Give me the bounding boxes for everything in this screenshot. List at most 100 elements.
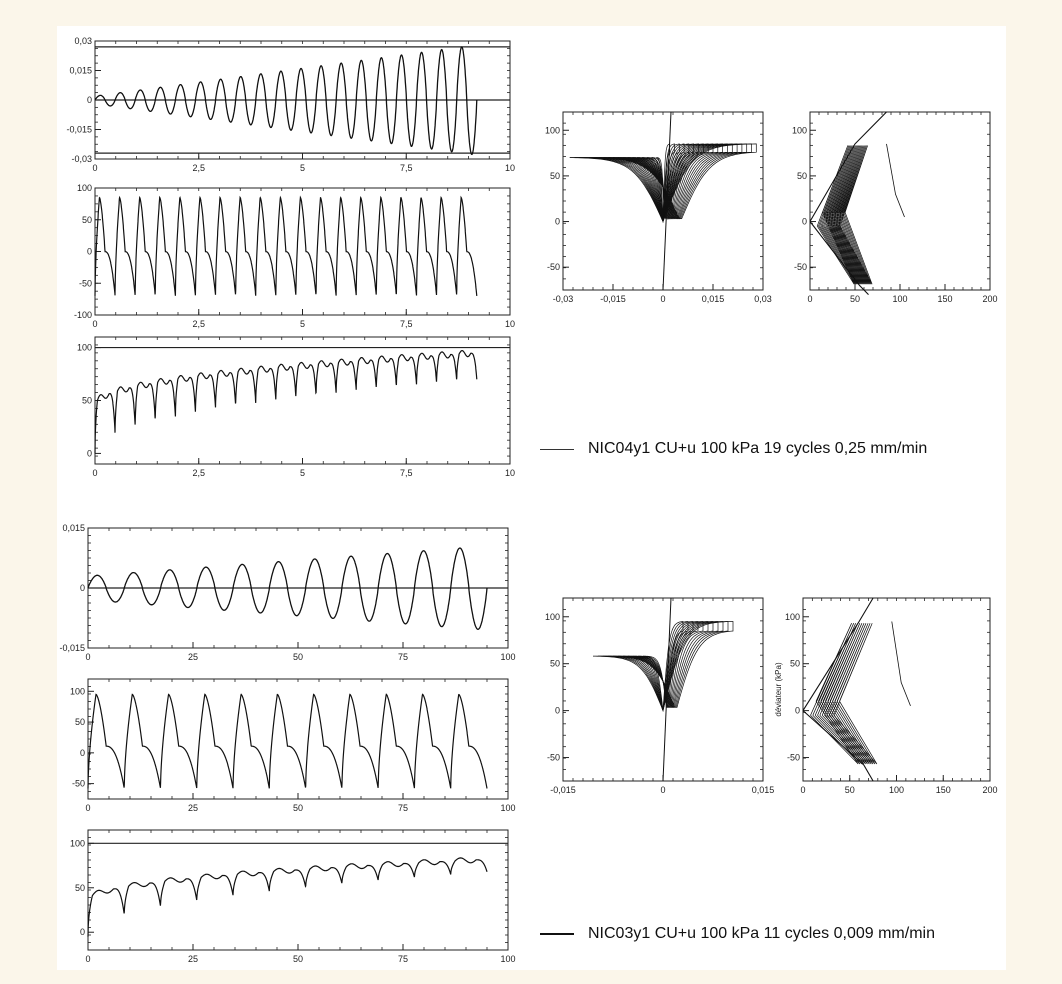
stress-series xyxy=(87,693,488,789)
x-tick-label: 0,015 xyxy=(702,294,725,304)
effective-stress-path xyxy=(810,623,859,765)
y-tick-label: 50 xyxy=(550,659,560,669)
effective-stress-path xyxy=(828,623,874,765)
y-tick-label: -0,03 xyxy=(71,154,92,164)
x-tick-label: 200 xyxy=(982,294,997,304)
x-tick-label: -0,015 xyxy=(600,294,626,304)
effective-stress-path xyxy=(838,145,872,285)
y-tick-label: -0,015 xyxy=(66,125,92,135)
x-tick-label: 50 xyxy=(293,652,303,662)
x-tick-label: 5 xyxy=(300,319,305,329)
effective-stress-path xyxy=(839,145,873,285)
chart-9: -0,015 0 0,015 -50 0 50 100 xyxy=(545,597,775,795)
y-tick-label: -0,015 xyxy=(59,643,85,653)
chart-5: 0 50 100 150 200 -50 0 50 100 xyxy=(792,111,998,304)
effective-stress-path xyxy=(824,145,861,285)
plot-frame xyxy=(87,678,509,800)
effective-stress-path xyxy=(835,145,870,285)
failure-envelope-lower xyxy=(809,221,869,295)
effective-stress-path xyxy=(828,145,864,285)
y-tick-label: -50 xyxy=(547,753,560,763)
y-tick-label: 0 xyxy=(795,706,800,716)
y-tick-label: 50 xyxy=(797,171,807,181)
y-tick-label: 50 xyxy=(550,171,560,181)
x-tick-label: -0,015 xyxy=(550,785,576,795)
y-tick-label: 0 xyxy=(555,217,560,227)
x-tick-label: 100 xyxy=(500,803,515,813)
stress-series xyxy=(94,195,478,296)
x-tick-label: 150 xyxy=(936,785,951,795)
effective-stress-path xyxy=(818,145,856,285)
hysteresis-loop xyxy=(613,621,714,711)
y-tick-label: 50 xyxy=(82,396,92,406)
effective-stress-path xyxy=(825,145,862,285)
hysteresis-loop xyxy=(574,143,752,223)
final-stress-path xyxy=(891,621,911,707)
x-tick-label: 7,5 xyxy=(400,319,413,329)
chart-2: 0 2,5 5 7,5 10 -100 -50 0 50 100 xyxy=(74,183,515,329)
legend-line-swatch-2 xyxy=(540,933,574,935)
x-tick-label: 200 xyxy=(982,785,997,795)
y-tick-label: 0 xyxy=(80,748,85,758)
y-tick-label: -100 xyxy=(74,310,92,320)
hysteresis-loop xyxy=(598,621,729,712)
x-tick-label: 0 xyxy=(85,954,90,964)
x-tick-label: 10 xyxy=(505,468,515,478)
x-tick-label: 0,015 xyxy=(752,785,775,795)
hysteresis-loop xyxy=(603,621,724,712)
effective-stress-path xyxy=(836,145,871,285)
x-tick-label: 100 xyxy=(892,294,907,304)
x-tick-label: 7,5 xyxy=(400,468,413,478)
legend-test-2: NIC03y1 CU+u 100 kPa 11 cycles 0,009 mm/… xyxy=(540,925,935,943)
y-tick-label: -50 xyxy=(72,779,85,789)
x-tick-label: 25 xyxy=(188,803,198,813)
y-tick-label: 100 xyxy=(77,183,92,193)
y-tick-label: 50 xyxy=(790,659,800,669)
y-tick-label: 100 xyxy=(792,125,807,135)
y-tick-label: 100 xyxy=(70,838,85,848)
pore-pressure-series xyxy=(87,857,488,937)
x-tick-label: 10 xyxy=(505,319,515,329)
hysteresis-loop xyxy=(588,143,738,223)
x-tick-label: 0 xyxy=(92,319,97,329)
x-tick-label: 75 xyxy=(398,954,408,964)
hysteresis-loop xyxy=(593,143,733,223)
effective-stress-path xyxy=(830,145,866,285)
x-tick-label: 25 xyxy=(188,652,198,662)
x-tick-label: 0,03 xyxy=(754,294,772,304)
legend-test-1: NIC04y1 CU+u 100 kPa 19 cycles 0,25 mm/m… xyxy=(540,440,927,458)
effective-stress-path xyxy=(824,623,870,765)
y-axis-label: déviateur (kPa) xyxy=(774,662,783,717)
plot-frame xyxy=(562,111,764,291)
x-tick-label: 0 xyxy=(660,294,665,304)
x-tick-label: 5 xyxy=(300,468,305,478)
y-tick-label: 50 xyxy=(82,215,92,225)
effective-stress-path xyxy=(820,145,858,285)
x-tick-label: 75 xyxy=(398,652,408,662)
hysteresis-loop xyxy=(603,143,723,223)
chart-10: 0 50 100 150 200 -50 0 50 100 déviateur (kPa) xyxy=(774,597,998,795)
y-tick-label: 100 xyxy=(545,612,560,622)
failure-envelope-upper xyxy=(809,111,887,222)
plot-frame xyxy=(94,336,511,465)
y-tick-label: -50 xyxy=(79,278,92,288)
effective-stress-path xyxy=(834,145,869,285)
legend-line-swatch-1 xyxy=(540,448,574,450)
failure-envelope-upper xyxy=(802,597,874,711)
effective-stress-path xyxy=(833,623,878,765)
hysteresis-loop xyxy=(598,143,728,223)
effective-stress-path xyxy=(831,145,867,285)
y-tick-label: 0,015 xyxy=(69,66,92,76)
effective-stress-path xyxy=(829,145,865,285)
effective-stress-path xyxy=(826,623,872,765)
y-tick-label: 0,03 xyxy=(74,36,92,46)
chart-8: 0 25 50 75 100 0 50 100 xyxy=(70,829,516,964)
effective-stress-path xyxy=(831,623,876,765)
y-tick-label: 0 xyxy=(80,583,85,593)
y-tick-label: 50 xyxy=(75,883,85,893)
y-tick-label: 0 xyxy=(80,927,85,937)
hysteresis-loop xyxy=(584,143,743,223)
hysteresis-loop xyxy=(628,621,699,711)
hysteresis-loop xyxy=(618,621,709,711)
